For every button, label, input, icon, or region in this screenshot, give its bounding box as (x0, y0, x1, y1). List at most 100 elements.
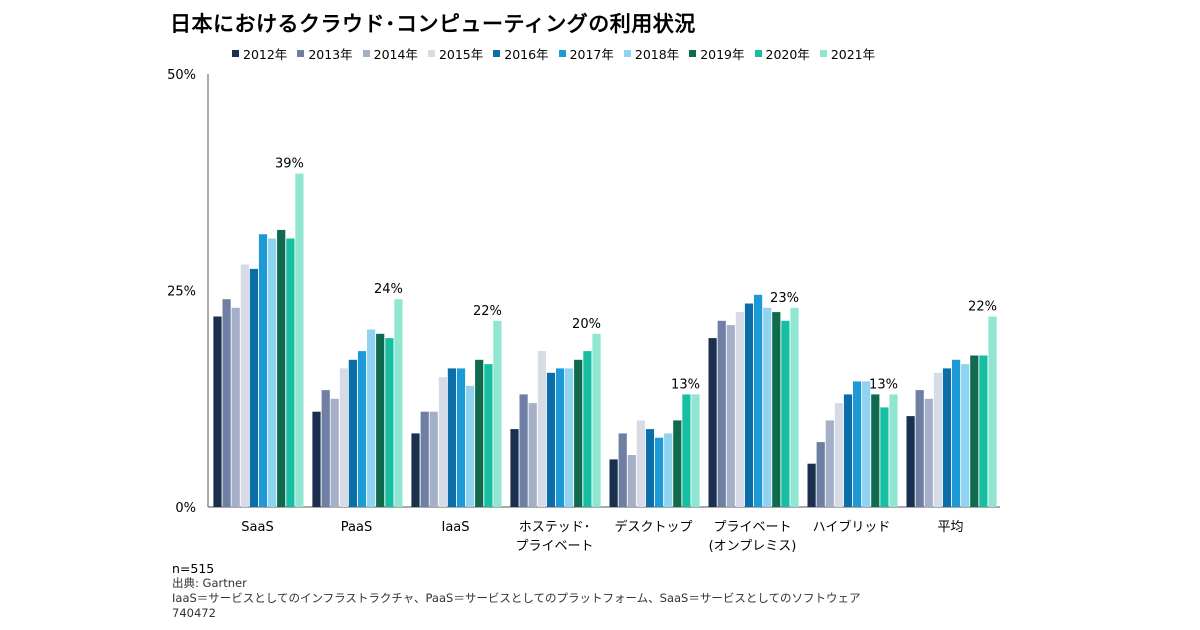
category-label-line: PaaS (341, 520, 372, 535)
legend-item: 2016年 (493, 44, 549, 63)
bar (673, 420, 682, 507)
bar (574, 359, 583, 507)
legend-item: 2012年 (232, 44, 287, 63)
bar (466, 385, 475, 507)
legend-label: 2012年 (243, 47, 288, 62)
source-note: 出典: Gartner (172, 576, 247, 590)
bar (816, 442, 825, 507)
bar (222, 299, 231, 507)
y-tick-label: 25% (167, 285, 196, 300)
bar (961, 364, 970, 507)
data-label: 13% (671, 377, 700, 392)
bar (871, 394, 880, 507)
category-label-line: ホステッド･ (519, 520, 591, 535)
bar (312, 411, 321, 507)
bar (447, 368, 456, 507)
bar (213, 316, 222, 507)
y-tick-label: 50% (167, 68, 196, 83)
legend-label: 2016年 (504, 47, 549, 62)
legend-label: 2019年 (700, 47, 745, 62)
bar (420, 411, 429, 507)
legend-item: 2020年 (754, 44, 810, 63)
bar (537, 351, 546, 507)
category-label: プライベート (オンプレミス) (709, 520, 797, 554)
data-label: 23% (770, 291, 799, 306)
bar (763, 307, 772, 507)
bar (493, 320, 502, 507)
bar (357, 351, 367, 507)
bar (880, 407, 889, 507)
bar (735, 312, 744, 507)
bar (942, 368, 952, 507)
bar (655, 437, 664, 507)
bar (889, 394, 898, 507)
bar (772, 312, 781, 507)
legend-swatch (754, 50, 762, 57)
bar (807, 463, 816, 507)
legend-item: 2013年 (297, 44, 353, 63)
bar (717, 320, 726, 507)
bar (348, 359, 357, 507)
bar (862, 381, 871, 507)
category-label-line: SaaS (241, 520, 273, 535)
bar (744, 303, 754, 507)
bar (645, 429, 655, 507)
bar (484, 364, 493, 507)
category-label-line: IaaS (441, 520, 469, 535)
abbreviation-note: IaaS＝サービスとしてのインフラストラクチャ、PaaS＝サービスとしてのプラッ… (172, 591, 861, 605)
bar (592, 333, 601, 507)
bar (988, 316, 997, 507)
bar (754, 294, 763, 507)
category-label-line: プライベート (713, 520, 791, 535)
bar (781, 320, 790, 507)
bar (708, 338, 717, 507)
legend-label: 2020年 (765, 47, 810, 62)
bar (952, 359, 961, 507)
bar (438, 377, 447, 507)
legend-label: 2014年 (373, 47, 418, 62)
data-label: 22% (473, 304, 502, 319)
bar (546, 372, 556, 507)
category-label-line: 平均 (937, 520, 963, 535)
bar (411, 433, 420, 507)
legend-swatch (427, 50, 435, 57)
bar (268, 238, 277, 507)
bar (429, 411, 438, 507)
legend-swatch (493, 50, 501, 57)
data-label: 20% (572, 317, 601, 332)
bar (456, 368, 466, 507)
legend-item: 2015年 (427, 44, 483, 63)
bar (609, 459, 618, 507)
bar (277, 229, 286, 507)
legend-swatch (558, 50, 566, 57)
data-label: 24% (374, 282, 403, 297)
bar (834, 403, 843, 507)
bar (376, 333, 385, 507)
bar (556, 368, 565, 507)
bar (510, 429, 519, 507)
y-tick-label: 0% (175, 501, 196, 516)
bar (367, 329, 376, 507)
bar (691, 394, 700, 507)
legend-item: 2019年 (689, 44, 745, 63)
bar (726, 325, 735, 507)
bar (240, 264, 249, 507)
legend-swatch (819, 50, 827, 57)
category-label-line: プライベート (515, 539, 593, 554)
bar (906, 416, 915, 507)
bar (924, 398, 933, 508)
category-label: IaaS (441, 520, 469, 535)
category-label: 平均 (937, 520, 963, 535)
legend-item: 2018年 (623, 44, 680, 63)
bar (249, 268, 258, 507)
legend-label: 2018年 (634, 47, 680, 62)
sample-size: n=515 (172, 561, 215, 576)
bar (636, 420, 645, 507)
figure-id: 740472 (172, 606, 216, 620)
bar (790, 307, 799, 507)
bar (565, 368, 574, 507)
bar (853, 381, 862, 507)
bar (583, 351, 592, 507)
legend-label: 2013年 (308, 47, 353, 62)
